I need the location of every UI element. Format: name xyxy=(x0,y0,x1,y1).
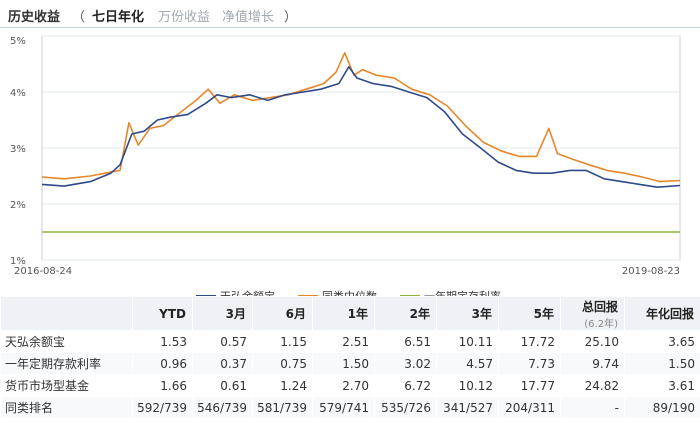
y-tick-label: 5% xyxy=(10,36,26,47)
table-cell: 3.65 xyxy=(624,330,700,353)
paren-open: （ xyxy=(72,10,86,25)
table-cell: 10.12 xyxy=(436,374,499,397)
table-cell: 7.73 xyxy=(498,352,561,375)
table-cell: 6.51 xyxy=(374,330,437,353)
tab-net-value-growth[interactable]: 净值增长 xyxy=(222,10,275,25)
table-header: 3年 xyxy=(436,296,499,331)
table-header: 年化回报 xyxy=(624,296,700,331)
table-header: 2年 xyxy=(374,296,437,331)
table-row: 一年定期存款利率 0.96 0.37 0.75 1.50 3.02 4.57 7.73 9.74… xyxy=(0,352,700,375)
table-cell: 0.37 xyxy=(192,352,253,375)
y-tick-label: 1% xyxy=(10,256,26,267)
total-return-label: 总回报 xyxy=(581,299,618,314)
row-label: 一年定期存款利率 xyxy=(0,352,133,375)
table-cell: 1.66 xyxy=(132,374,193,397)
table-cell: - xyxy=(560,396,625,419)
table-cell: 4.57 xyxy=(436,352,499,375)
row-label: 天弘余额宝 xyxy=(0,330,133,353)
table-cell: 0.96 xyxy=(132,352,193,375)
table-cell: 6.72 xyxy=(374,374,437,397)
table-cell: 89/190 xyxy=(624,396,700,419)
table-cell: 1.50 xyxy=(312,352,375,375)
table-cell: 9.74 xyxy=(560,352,625,375)
table-cell: 3.02 xyxy=(374,352,437,375)
y-tick-label: 3% xyxy=(10,144,26,155)
table-cell: 17.72 xyxy=(498,330,561,353)
tab-per-ten-thousand-return[interactable]: 万份收益 xyxy=(158,10,211,25)
table-header: YTD xyxy=(132,296,193,331)
series-line-category-median xyxy=(41,51,681,183)
series-layer xyxy=(41,51,681,233)
table-cell: 1.15 xyxy=(252,330,313,353)
table-cell: 546/739 xyxy=(192,396,253,419)
table-header-row: YTD 3月 6月 1年 2年 3年 5年 总回报 (6.2年) 年化回报 xyxy=(0,296,700,331)
table-cell: 25.10 xyxy=(560,330,625,353)
row-label: 同类排名 xyxy=(0,396,133,419)
yield-chart: 5%4%3%2%1% 2016-08-24 2019-08-23 天弘余额宝 同… xyxy=(0,28,700,303)
table-cell: 3.61 xyxy=(624,374,700,397)
table-row: 天弘余额宝 1.53 0.57 1.15 2.51 6.51 10.11 17.72 25.10… xyxy=(0,330,700,353)
row-label: 货币市场型基金 xyxy=(0,374,133,397)
table-header xyxy=(0,296,133,331)
table-cell: 24.82 xyxy=(560,374,625,397)
series-line-fund xyxy=(41,65,681,188)
table-cell: 579/741 xyxy=(312,396,375,419)
table-cell: 0.57 xyxy=(192,330,253,353)
table-cell: 1.50 xyxy=(624,352,700,375)
x-axis-end-label: 2019-08-23 xyxy=(622,266,680,277)
x-axis-start-label: 2016-08-24 xyxy=(14,266,72,277)
tab-bar: 历史收益 （ 七日年化 万份收益 净值增长 ） xyxy=(0,0,700,28)
table-cell: 581/739 xyxy=(252,396,313,419)
total-return-period: (6.2年) xyxy=(584,318,618,330)
table-cell: 592/739 xyxy=(132,396,193,419)
yield-chart-svg: 5% 4% 3% 2% 1% 2016-08-24 2019-08-23 xyxy=(10,35,681,277)
table-cell: 204/311 xyxy=(498,396,561,419)
table-row: 同类排名 592/739 546/739 581/739 579/741 535/726 3… xyxy=(0,396,700,419)
table-body: 天弘余额宝 1.53 0.57 1.15 2.51 6.51 10.11 17.72 25.10… xyxy=(0,330,700,419)
table-header: 1年 xyxy=(312,296,375,331)
table-cell: 2.51 xyxy=(312,330,375,353)
table-cell: 0.75 xyxy=(252,352,313,375)
table-row: 货币市场型基金 1.66 0.61 1.24 2.70 6.72 10.12 17.77 24.… xyxy=(0,374,700,397)
y-axis-ticks: 5% 4% 3% 2% 1% xyxy=(10,36,26,267)
table-header: 3月 xyxy=(192,296,253,331)
y-tick-label: 4% xyxy=(10,88,26,99)
tab-seven-day-yield[interactable]: 七日年化 xyxy=(92,10,145,25)
returns-table: YTD 3月 6月 1年 2年 3年 5年 总回报 (6.2年) 年化回报 天弘余… xyxy=(0,296,700,419)
table-header: 5年 xyxy=(498,296,561,331)
paren-close: ） xyxy=(284,10,298,25)
grid-lines xyxy=(42,35,680,261)
table-cell: 10.11 xyxy=(436,330,499,353)
table-header-total-return: 总回报 (6.2年) xyxy=(560,296,625,331)
table-cell: 17.77 xyxy=(498,374,561,397)
table-cell: 0.61 xyxy=(192,374,253,397)
table-cell: 341/527 xyxy=(436,396,499,419)
table-cell: 1.53 xyxy=(132,330,193,353)
table-cell: 1.24 xyxy=(252,374,313,397)
section-title: 历史收益 xyxy=(8,10,61,25)
table-header: 6月 xyxy=(252,296,313,331)
y-tick-label: 2% xyxy=(10,200,26,211)
table-cell: 535/726 xyxy=(374,396,437,419)
table-cell: 2.70 xyxy=(312,374,375,397)
